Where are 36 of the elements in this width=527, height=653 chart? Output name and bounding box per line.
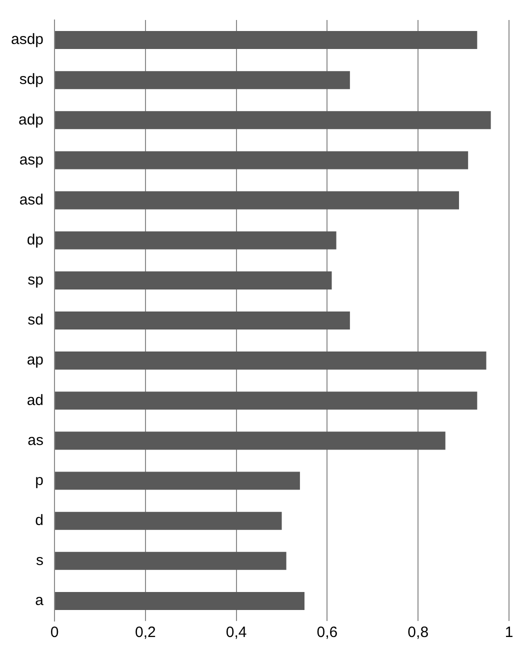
bar [55, 432, 446, 450]
y-tick-label: s [36, 552, 44, 570]
bar [55, 271, 332, 290]
y-tick-label: d [35, 512, 44, 529]
bar [55, 111, 491, 130]
x-tick-label: 0,6 [316, 624, 338, 642]
bar [55, 472, 300, 490]
bar [55, 231, 336, 250]
y-tick-label: dp [26, 232, 44, 249]
y-tick-label: ad [26, 392, 44, 409]
x-tick-label: 0,8 [408, 624, 429, 642]
y-tick-label: a [35, 592, 44, 610]
bar [55, 71, 350, 90]
y-tick-label: asp [19, 151, 44, 168]
y-tick-label: sp [28, 272, 44, 289]
y-tick-label: ap [26, 352, 44, 369]
x-tick-label: 0,4 [226, 624, 247, 642]
y-tick-label: adp [18, 111, 44, 128]
x-tick-label: 1 [504, 624, 514, 642]
y-tick-label: sd [28, 312, 44, 329]
x-tick-label: 0,2 [134, 624, 156, 642]
y-tick-label: asdp [10, 31, 44, 48]
bar [55, 311, 350, 330]
bar [55, 352, 486, 370]
bar [55, 31, 478, 50]
bar [55, 392, 478, 410]
y-tick-label: p [35, 472, 44, 489]
bar [55, 592, 304, 610]
y-tick-label: as [28, 432, 44, 449]
bar [55, 191, 460, 210]
y-tick-label: sdp [19, 71, 44, 88]
bar [55, 552, 286, 570]
y-tick-label: asd [19, 191, 44, 208]
bar [55, 512, 282, 530]
bar [55, 151, 468, 170]
x-tick-label: 0 [50, 624, 59, 642]
